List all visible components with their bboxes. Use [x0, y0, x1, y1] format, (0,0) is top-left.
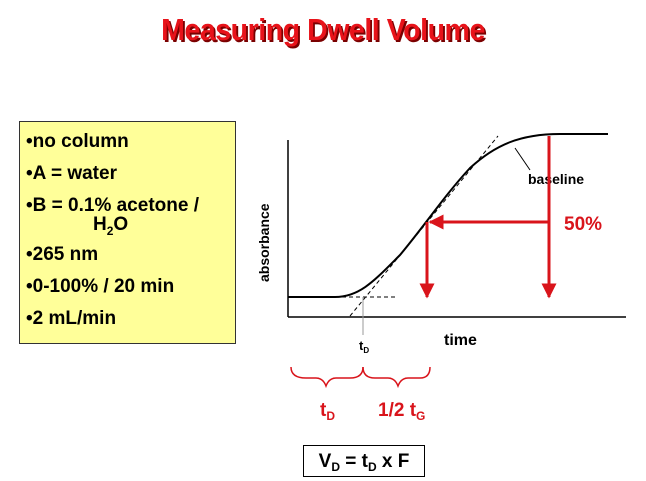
condition-item: •no column [26, 131, 129, 152]
condition-item: •2 mL/min [26, 308, 117, 329]
x-axis-label: time [444, 332, 477, 349]
baseline-label: baseline [528, 171, 584, 187]
dwell-volume-formula: VD = tD x F [303, 445, 425, 477]
condition-item: •0-100% / 20 min [26, 276, 175, 297]
fifty-percent-label: 50% [564, 214, 602, 235]
baseline-pointer [514, 147, 531, 171]
conditions-box: •no column •A = water •B = 0.1% acetone … [19, 121, 236, 344]
condition-item: •B = 0.1% acetone / [26, 195, 199, 216]
td-bracket-label: tD [320, 400, 335, 423]
tangent-line [349, 135, 499, 317]
condition-item: •A = water [26, 163, 117, 184]
response-curve [288, 133, 608, 298]
half-tg-bracket [362, 366, 431, 389]
td-tick-label: tD [359, 338, 369, 355]
slide-title: Measuring Dwell Volume [161, 12, 485, 47]
half-tg-bracket-label: 1/2 tG [378, 400, 425, 423]
y-axis-label: absorbance [256, 203, 272, 282]
condition-item: •265 nm [26, 244, 99, 265]
td-bracket [290, 366, 364, 389]
condition-item-continuation: H2O [93, 214, 129, 238]
